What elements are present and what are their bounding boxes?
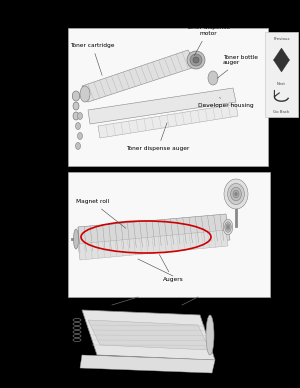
Ellipse shape bbox=[76, 142, 80, 149]
Text: Next: Next bbox=[277, 82, 286, 86]
Polygon shape bbox=[88, 320, 210, 350]
Text: Augers: Augers bbox=[159, 255, 183, 282]
Ellipse shape bbox=[72, 91, 80, 101]
Text: Toner bottle
auger: Toner bottle auger bbox=[217, 55, 258, 78]
Text: Previous: Previous bbox=[273, 37, 290, 41]
Ellipse shape bbox=[233, 190, 239, 198]
Ellipse shape bbox=[231, 187, 242, 201]
Ellipse shape bbox=[187, 51, 205, 69]
Bar bbox=[68, 28, 268, 166]
Bar bbox=[68, 172, 270, 297]
Polygon shape bbox=[82, 310, 215, 360]
Polygon shape bbox=[98, 104, 238, 138]
Ellipse shape bbox=[193, 57, 199, 63]
Polygon shape bbox=[274, 60, 290, 72]
Text: Toner cartridge: Toner cartridge bbox=[70, 43, 115, 75]
Polygon shape bbox=[274, 48, 290, 60]
Ellipse shape bbox=[223, 219, 233, 235]
Ellipse shape bbox=[77, 132, 83, 140]
Ellipse shape bbox=[235, 192, 237, 196]
Bar bbox=[265, 32, 298, 117]
Text: Magnet roll: Magnet roll bbox=[76, 199, 126, 228]
Ellipse shape bbox=[190, 54, 202, 66]
Ellipse shape bbox=[77, 113, 83, 120]
Ellipse shape bbox=[73, 102, 79, 110]
Ellipse shape bbox=[208, 71, 218, 85]
Text: Toner dispense
motor: Toner dispense motor bbox=[186, 25, 230, 55]
Ellipse shape bbox=[226, 224, 230, 230]
Ellipse shape bbox=[206, 315, 214, 355]
Polygon shape bbox=[78, 214, 230, 252]
Text: Toner dispense auger: Toner dispense auger bbox=[126, 123, 190, 151]
Text: Developer housing: Developer housing bbox=[198, 97, 254, 109]
Ellipse shape bbox=[224, 179, 248, 209]
Polygon shape bbox=[82, 50, 198, 102]
Ellipse shape bbox=[80, 86, 90, 102]
Text: Go Back: Go Back bbox=[273, 110, 290, 114]
Ellipse shape bbox=[227, 226, 229, 228]
Ellipse shape bbox=[76, 123, 80, 130]
Polygon shape bbox=[88, 88, 236, 124]
Ellipse shape bbox=[228, 184, 244, 204]
Polygon shape bbox=[80, 355, 215, 373]
Ellipse shape bbox=[74, 229, 79, 249]
Ellipse shape bbox=[225, 222, 231, 232]
Ellipse shape bbox=[73, 112, 79, 120]
Polygon shape bbox=[78, 230, 228, 260]
